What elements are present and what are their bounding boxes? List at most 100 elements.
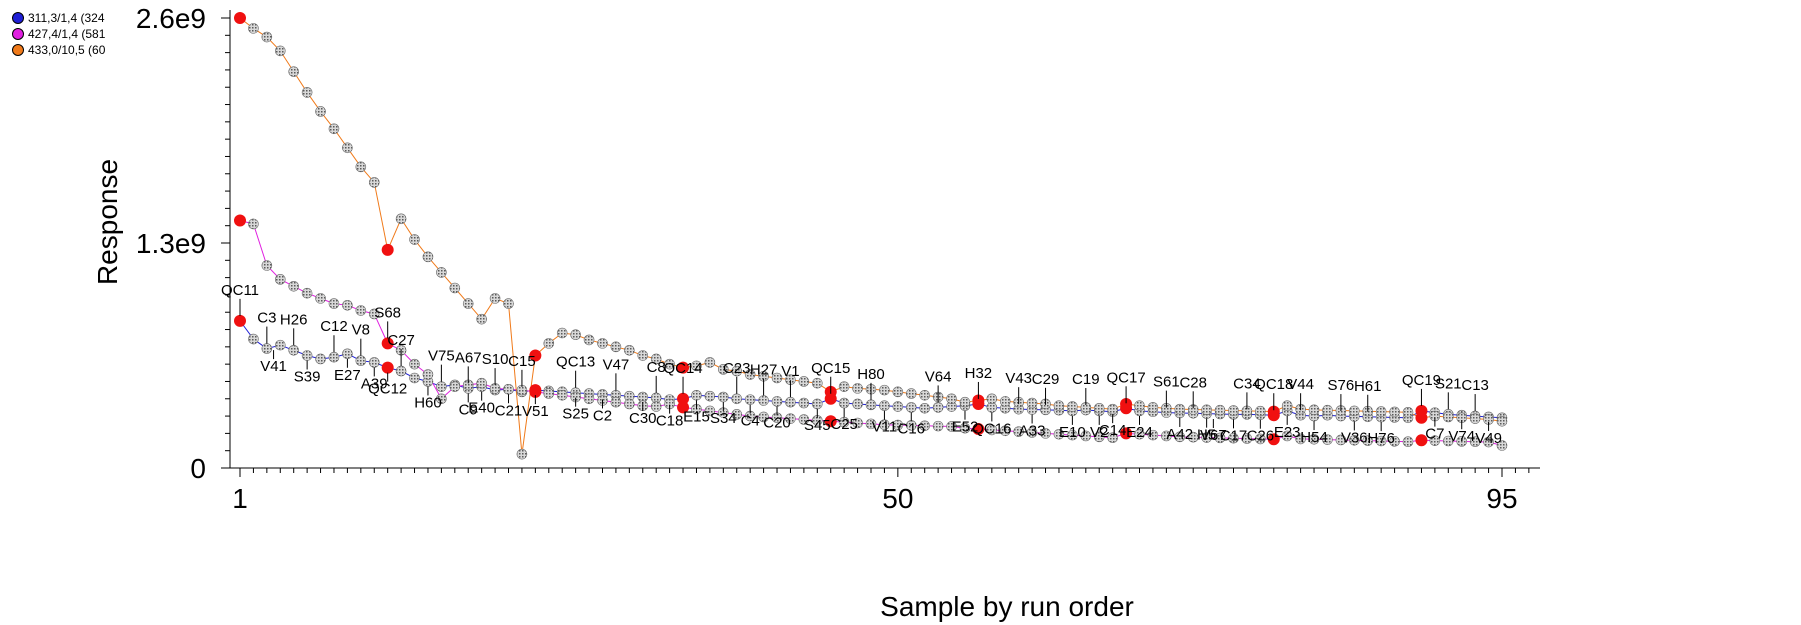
data-point (731, 393, 743, 405)
legend-label-series-3: 433,0/10,5 (60 (28, 43, 106, 57)
data-point (301, 350, 313, 361)
data-point (1335, 434, 1347, 446)
data-point (838, 416, 850, 428)
data-point (610, 341, 622, 353)
data-point (905, 402, 917, 413)
data-point (355, 161, 367, 173)
point-label: V47 (603, 356, 630, 373)
data-point (1255, 405, 1266, 417)
data-point (1174, 431, 1186, 443)
data-point (999, 425, 1011, 437)
point-label: E52 (952, 419, 979, 436)
point-label: C7 (1425, 426, 1444, 443)
point-label: S39 (294, 369, 321, 386)
point-label: S21 (1435, 375, 1462, 392)
data-point (1107, 403, 1118, 415)
data-point (476, 313, 487, 325)
data-point (342, 300, 353, 311)
data-point (919, 420, 931, 432)
point-label: QC11 (221, 282, 259, 299)
point-label: C15 (508, 353, 536, 370)
data-point (892, 401, 904, 412)
data-point (919, 402, 931, 414)
data-point (409, 234, 420, 245)
point-label: C3 (257, 310, 276, 327)
data-point (503, 298, 514, 309)
qc-point (677, 361, 690, 374)
data-point (959, 396, 971, 408)
point-label: H26 (280, 311, 308, 328)
legend-item-series-3[interactable]: 433,0/10,5 (60 (12, 42, 132, 58)
point-label: H61 (1354, 378, 1382, 395)
data-point (932, 420, 944, 432)
qc-point (381, 361, 394, 374)
point-label: C29 (1032, 371, 1060, 388)
x-axis-label: Sample by run order (880, 591, 1134, 622)
point-label: V67 (1200, 427, 1227, 444)
data-point (892, 419, 904, 431)
data-point (704, 390, 716, 402)
point-label: E15 (683, 408, 710, 425)
point-label: C17 (1220, 427, 1248, 444)
data-point (368, 357, 380, 368)
data-point (570, 329, 581, 341)
data-point (758, 395, 769, 406)
data-point (865, 399, 877, 411)
point-label: C2 (593, 407, 612, 424)
data-point (261, 260, 273, 271)
data-point (704, 405, 716, 417)
data-point (986, 424, 998, 436)
data-point (1349, 435, 1360, 446)
qc-point (234, 12, 246, 24)
legend-item-series-1[interactable]: 311,3/1,4 (324 (12, 10, 132, 26)
point-label: C14 (1099, 422, 1127, 439)
point-label: A33 (1019, 423, 1046, 440)
point-label: E23 (1274, 424, 1301, 441)
data-point (1375, 435, 1387, 447)
data-point (1295, 433, 1306, 445)
data-point (811, 377, 823, 389)
axes: 0 1.3e9 2.6e9 1 50 95 (136, 3, 1540, 514)
data-point (1067, 429, 1078, 441)
data-point (248, 23, 259, 34)
data-point (1402, 436, 1414, 447)
data-point (355, 305, 367, 316)
qc-point (1415, 434, 1428, 447)
data-point (1375, 406, 1387, 417)
point-label: V1 (781, 363, 799, 380)
data-point (1483, 436, 1494, 448)
data-point (650, 353, 662, 365)
qc-point (1120, 397, 1133, 410)
data-point (1469, 436, 1481, 447)
data-point (879, 384, 890, 396)
qc-point (824, 415, 837, 428)
data-point (1053, 400, 1065, 411)
data-point (355, 355, 367, 366)
data-point (1147, 429, 1159, 441)
data-point (718, 364, 729, 375)
data-point (436, 267, 447, 278)
point-label: C4 (741, 413, 760, 430)
legend-item-series-2[interactable]: 427,4/1,4 (581 (12, 26, 132, 42)
qc-point (234, 314, 246, 327)
data-point (1389, 406, 1400, 418)
data-point (946, 393, 957, 405)
legend-swatch-orange (12, 44, 24, 56)
point-label: C26 (1247, 428, 1275, 445)
point-label: V36 (1341, 429, 1368, 446)
data-point (1281, 430, 1293, 442)
point-label: V8 (352, 322, 370, 339)
data-point (1442, 435, 1454, 447)
point-label: C19 (1072, 371, 1100, 388)
data-point (999, 396, 1011, 407)
data-point (288, 345, 300, 356)
point-label: V64 (925, 368, 952, 385)
qc-point (381, 337, 394, 350)
data-point (879, 419, 890, 431)
data-point (744, 369, 756, 380)
data-point (919, 390, 931, 401)
qc-point (1267, 405, 1280, 418)
data-point (1442, 411, 1454, 423)
data-point (838, 397, 850, 409)
